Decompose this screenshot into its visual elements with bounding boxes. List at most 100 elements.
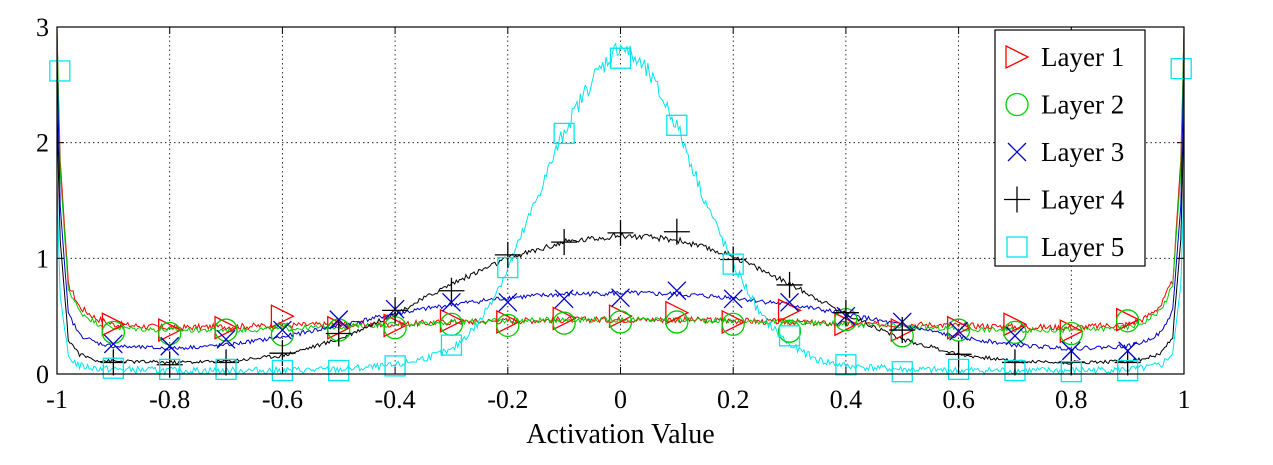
series-5-marker [49,60,71,82]
legend-label-5: Layer 5 [1041,232,1124,262]
series-line-3 [56,50,1185,352]
series-3-marker [498,292,518,312]
series-2-marker [1003,320,1027,345]
series-4-marker [945,341,972,368]
x-tick-label: 0.8 [1055,385,1088,414]
series-4-marker [776,271,803,298]
series-5-marker [778,325,801,347]
series-4-marker [494,241,521,268]
legend-label-3: Layer 3 [1041,137,1124,167]
series-5-marker [1060,361,1082,383]
series-4-marker [607,219,634,246]
x-tick-label: -0.6 [262,385,303,414]
series-4-marker [325,320,352,347]
series-4-marker [382,297,409,324]
series-1-marker [777,298,803,323]
series-5-marker [891,361,913,383]
series-4-marker [832,299,859,326]
series-1-marker [101,312,126,337]
y-tick-label: 0 [36,360,49,389]
series-5-marker [1004,359,1026,382]
legend-label-2: Layer 2 [1041,90,1124,120]
series-3-marker [949,321,969,341]
x-tick-label: 0.4 [830,385,863,414]
series-3-marker [1005,326,1025,346]
series-4-marker [438,277,465,304]
series-5-marker [722,253,744,275]
series-markers [49,47,1192,383]
x-tick-label: 0.2 [717,385,750,414]
series-5-marker [609,47,632,69]
series-1-marker [1003,312,1028,337]
series-5-marker [215,358,237,381]
series-5-marker [328,359,350,382]
series-3-marker [272,320,292,340]
legend-marker-3 [1007,142,1027,162]
series-5-marker [159,358,181,381]
legend-label-4: Layer 4 [1041,185,1125,215]
series-1-marker [552,306,577,331]
x-tick-label: 0 [614,385,627,414]
series-5-marker [666,114,688,136]
series-2-marker [1116,309,1140,333]
series-3-marker [611,288,630,308]
x-axis-title: Activation Value [526,419,714,450]
series-4-marker [100,349,127,376]
series-2-marker [721,312,745,336]
series-line-5 [56,42,1185,376]
series-5-marker [835,354,857,376]
x-tick-label: -0.4 [375,385,416,414]
x-tick-label: -0.8 [149,385,190,414]
y-tick-label: 3 [36,13,49,42]
x-tick-label: 0.6 [942,385,975,414]
series-3-marker [723,289,743,309]
y-tick-label: 1 [36,244,49,273]
series-4-marker [720,246,747,273]
series-5-marker [497,256,519,279]
legend-marker-2 [1005,92,1029,117]
series-2-marker [777,319,802,343]
legend-marker-4 [1004,186,1030,213]
series-5-marker [947,358,970,381]
x-tick-label: -0.2 [487,385,528,414]
series-5-marker [384,355,406,377]
series-4-marker [1114,349,1141,376]
series-2-marker [1059,321,1083,346]
x-tick-label: 1 [1178,385,1191,414]
series-4-marker [269,340,296,367]
series-5-marker [553,122,575,145]
legend-box [994,29,1146,267]
y-tick-label: 2 [36,129,49,158]
series-3-marker [216,329,236,349]
series-4-marker [213,349,240,376]
series-4-marker [663,218,690,245]
series-5-marker [440,334,463,356]
legend-marker-1 [1005,44,1030,70]
series-4-marker [551,229,578,256]
series-3-marker [780,292,800,312]
series-3-marker [554,289,574,309]
series-3-marker [329,310,349,330]
series-5-marker [271,359,294,382]
axis-ticks: -1 -0.8 -0.6 -0.4 -0.2 0 0.2 0.4 0.6 0.8 1 0 1 2 3 [36,13,1191,414]
series-3-marker [103,334,123,354]
series-5-marker [1170,57,1192,80]
legend: Layer 1 Layer 2 Layer 3 Layer 4 Layer 5 [994,29,1146,267]
legend-label-1: Layer 1 [1041,42,1124,72]
series-2-marker [552,311,576,335]
series-1-marker [665,300,690,325]
series-5-marker [1117,359,1139,382]
legend-marker-5 [1006,236,1028,258]
series-3-marker [160,336,180,356]
series-4-marker [1001,349,1028,376]
x-tick-label: -1 [46,385,68,414]
series-3-marker [667,281,687,301]
series-2-marker [158,321,182,346]
series-4-marker [889,317,916,344]
series-5-marker [102,357,124,379]
series-1-marker [270,304,295,329]
series-2-marker [608,310,633,334]
series-2-marker [496,313,520,338]
series-2-marker [665,310,689,334]
